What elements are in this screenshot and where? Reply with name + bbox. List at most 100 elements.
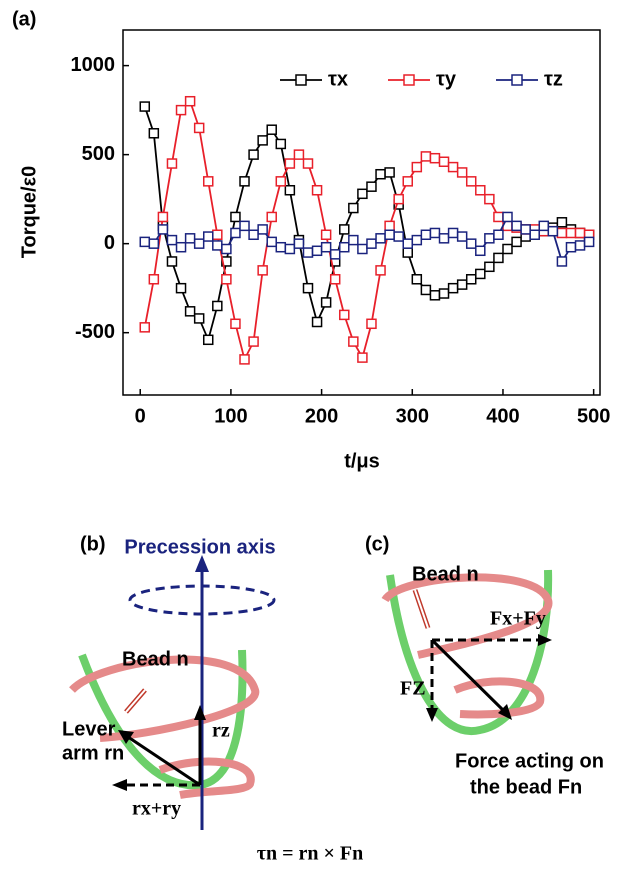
rotation [128,584,276,616]
y-tick-label: 0 [104,232,115,254]
legend-label: τz [544,68,563,90]
marker [375,265,386,276]
bead-pointer-inner [414,589,429,629]
marker [357,188,368,200]
marker [184,95,196,107]
marker [257,265,268,276]
marker [366,238,377,249]
legend-marker [295,74,307,86]
marker [311,316,323,328]
marker [493,211,504,223]
marker [447,227,459,239]
marker [230,227,241,239]
marker [538,220,550,232]
marker [339,241,350,253]
marker [311,245,323,257]
marker [221,274,232,285]
marker [429,227,441,239]
panel-label: (c) [365,533,389,555]
marker [393,193,404,205]
marker [339,224,350,235]
x-tick-label: 400 [486,405,519,427]
marker [275,176,287,187]
marker [420,151,432,162]
marker [547,225,559,237]
marker [447,161,459,173]
marker [284,243,296,255]
marker [248,336,259,347]
marker [475,184,486,196]
marker [166,234,178,246]
marker [148,238,160,249]
marker [293,149,305,160]
legend-marker [511,74,523,86]
marker [175,282,187,294]
y-axis-label: Torque/ε0 [18,166,40,258]
marker [348,336,359,347]
marker [320,241,332,253]
y-tick-label: 500 [82,143,115,165]
marker [329,249,341,260]
marker [556,217,568,228]
marker [429,290,441,301]
marker [565,227,577,239]
marker [202,334,214,346]
bead-pointer-inner [125,689,146,713]
marker [157,211,169,223]
marker [230,318,241,330]
marker [230,211,241,223]
marker [529,229,540,241]
legend-marker [403,74,415,86]
marker [393,231,404,242]
panel-label: (b) [80,533,106,555]
marker [366,318,377,330]
marker [475,268,486,280]
bead-label: Bead n [122,648,189,670]
marker [475,245,486,257]
marker [239,220,250,232]
marker [139,236,151,248]
marker [456,279,468,290]
marker [293,238,305,249]
marker [320,297,332,308]
marker [402,247,413,258]
plot-frame [122,29,601,396]
marker [484,261,495,273]
marker [302,282,314,294]
marker [157,224,169,235]
marker [257,135,268,146]
marker [266,211,277,223]
legend-label: τy [436,68,457,90]
marker [402,238,413,249]
marker [384,229,395,241]
marker [411,161,423,173]
marker [148,274,160,285]
lever-label: Lever [62,718,116,740]
marker [212,240,223,251]
marker [375,168,386,180]
marker [239,354,250,365]
marker [193,122,205,134]
arrowhead [195,555,209,572]
marker [574,227,586,239]
marker [166,256,178,267]
marker [411,234,423,246]
legend-label: τx [328,68,348,90]
marker [166,158,178,169]
marker [348,202,359,214]
marker [366,181,377,192]
helix [381,573,553,719]
marker [175,104,187,116]
marker [493,252,504,264]
marker [565,241,577,253]
bead-label: Bead n [412,563,479,585]
diagram-c: (c) Bead n Fx+Fy FZ Force acting on the … [365,533,604,798]
equation: τn = rn × Fn [257,843,363,865]
helix [69,655,260,799]
marker [429,152,441,164]
marker [302,247,314,258]
marker [465,176,477,187]
marker [275,138,287,150]
marker [139,322,151,333]
lever-arm [124,733,201,787]
